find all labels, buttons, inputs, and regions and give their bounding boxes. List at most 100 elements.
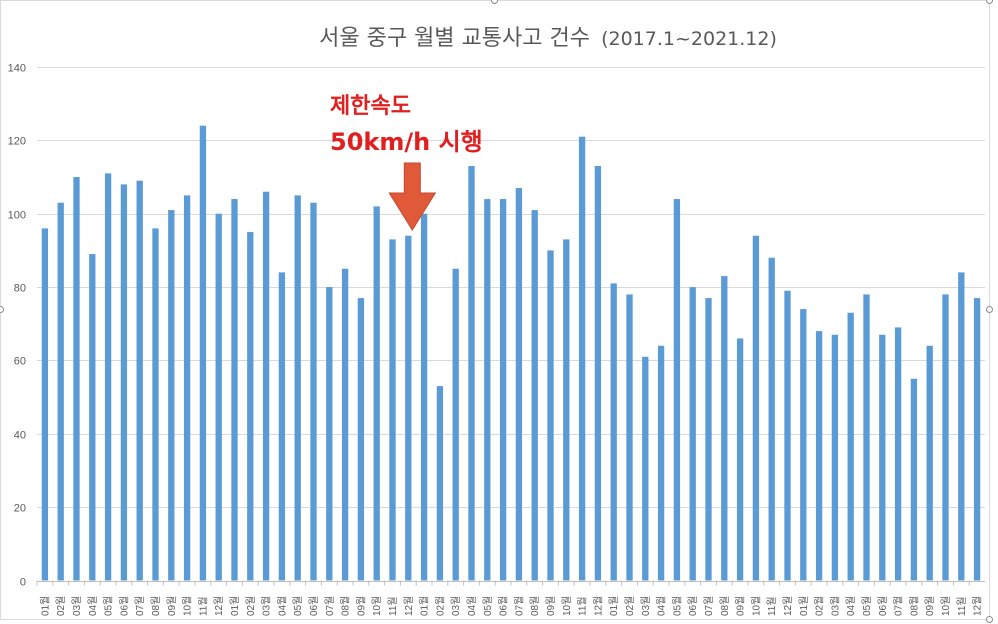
y-tick-label: 40 bbox=[14, 430, 26, 442]
x-tick-label: 05월 bbox=[482, 596, 494, 616]
x-tick-label: 07월 bbox=[893, 596, 905, 616]
x-tick-label: 09월 bbox=[924, 596, 936, 616]
x-tick-label: 08월 bbox=[340, 596, 352, 616]
x-tick-label: 02월 bbox=[55, 596, 67, 616]
bar[interactable] bbox=[152, 228, 159, 581]
bar[interactable] bbox=[942, 294, 949, 581]
bar[interactable] bbox=[752, 235, 760, 581]
resize-handle-left[interactable] bbox=[0, 306, 4, 313]
x-tick-label: 02월 bbox=[814, 596, 826, 616]
bar[interactable] bbox=[815, 331, 823, 581]
x-tick-label: 06월 bbox=[498, 596, 510, 616]
bar[interactable] bbox=[879, 334, 886, 581]
bar[interactable] bbox=[484, 199, 491, 581]
bar[interactable] bbox=[705, 298, 712, 581]
bar[interactable] bbox=[278, 272, 286, 581]
resize-handle-bottom-right[interactable] bbox=[986, 616, 993, 623]
x-tick-label: 02월 bbox=[434, 596, 446, 616]
x-tick-label: 01월 bbox=[608, 596, 620, 616]
x-tick-label: 09월 bbox=[545, 596, 557, 616]
bar[interactable] bbox=[910, 378, 918, 581]
speed-limit-annotation: 제한속도 50km/h 시행 bbox=[330, 94, 483, 231]
bar[interactable] bbox=[784, 290, 791, 581]
bar[interactable] bbox=[120, 184, 128, 581]
bar[interactable] bbox=[531, 210, 538, 581]
bar[interactable] bbox=[89, 254, 96, 581]
bar[interactable] bbox=[673, 199, 681, 581]
bar[interactable] bbox=[863, 294, 870, 581]
x-tick-label: 01월 bbox=[39, 596, 51, 616]
bar[interactable] bbox=[468, 166, 475, 581]
bar[interactable] bbox=[736, 338, 744, 581]
x-tick-label: 07월 bbox=[134, 596, 146, 616]
bar[interactable] bbox=[563, 239, 570, 581]
x-tick-label: 03월 bbox=[71, 596, 83, 616]
bar[interactable] bbox=[515, 188, 523, 581]
x-tick-label: 12월 bbox=[592, 596, 604, 616]
x-tick-label: 03월 bbox=[450, 596, 462, 616]
bar[interactable] bbox=[73, 177, 80, 581]
bar[interactable] bbox=[389, 239, 396, 581]
x-tick-label: 07월 bbox=[703, 596, 715, 616]
y-tick-label: 60 bbox=[14, 356, 26, 368]
x-tick-label: 11월 bbox=[197, 596, 209, 616]
x-tick-label: 10월 bbox=[940, 596, 952, 616]
resize-handle-top-right[interactable] bbox=[986, 0, 993, 4]
bar[interactable] bbox=[41, 228, 49, 581]
x-tick-label: 12월 bbox=[782, 596, 794, 616]
bar[interactable] bbox=[104, 173, 112, 581]
bar[interactable] bbox=[594, 166, 602, 581]
bar[interactable] bbox=[847, 312, 854, 581]
bar[interactable] bbox=[168, 210, 175, 581]
bar[interactable] bbox=[405, 235, 412, 581]
bar[interactable] bbox=[499, 199, 507, 581]
resize-handle-right[interactable] bbox=[986, 306, 993, 313]
bar[interactable] bbox=[547, 250, 554, 581]
x-tick-label: 09월 bbox=[355, 596, 367, 616]
x-tick-label: 07월 bbox=[513, 596, 525, 616]
bar[interactable] bbox=[610, 283, 617, 581]
bar[interactable] bbox=[310, 202, 317, 581]
x-tick-label: 04월 bbox=[87, 596, 99, 616]
bar[interactable] bbox=[973, 298, 981, 581]
x-tick-label: 01월 bbox=[229, 596, 241, 616]
x-tick-label: 02월 bbox=[624, 596, 636, 616]
x-tick-label: 04월 bbox=[276, 596, 288, 616]
x-tick-label: 04월 bbox=[466, 596, 478, 616]
x-axis: 01월 02월 03월 04월 05월 06월 07월 08월 09월 10월 11월 12월 01월 0… bbox=[36, 580, 984, 616]
bar[interactable] bbox=[57, 202, 64, 581]
bar[interactable] bbox=[294, 195, 301, 581]
bar[interactable] bbox=[926, 345, 933, 581]
x-tick-label: 10월 bbox=[750, 596, 762, 616]
bar[interactable] bbox=[894, 327, 902, 581]
bar[interactable] bbox=[626, 294, 633, 581]
bar[interactable] bbox=[136, 180, 143, 581]
x-tick-label: 06월 bbox=[308, 596, 320, 616]
bar[interactable] bbox=[215, 213, 222, 581]
bar[interactable] bbox=[721, 276, 728, 581]
y-tick-label: 140 bbox=[8, 63, 26, 75]
bar[interactable] bbox=[657, 345, 665, 581]
bar[interactable] bbox=[768, 257, 775, 581]
bar[interactable] bbox=[958, 272, 965, 581]
bar[interactable] bbox=[578, 136, 586, 581]
bar[interactable] bbox=[199, 125, 207, 581]
bar[interactable] bbox=[341, 268, 349, 581]
x-tick-label: 12월 bbox=[213, 596, 225, 616]
bar[interactable] bbox=[262, 191, 270, 581]
bar[interactable] bbox=[689, 287, 696, 581]
bar[interactable] bbox=[326, 287, 333, 581]
bar[interactable] bbox=[831, 334, 839, 581]
resize-handle-top[interactable] bbox=[491, 0, 498, 4]
bar[interactable] bbox=[247, 232, 254, 581]
bar[interactable] bbox=[800, 309, 807, 581]
bar[interactable] bbox=[642, 356, 649, 581]
bar[interactable] bbox=[357, 298, 365, 581]
bar[interactable] bbox=[231, 199, 238, 581]
bar[interactable] bbox=[420, 213, 428, 581]
bar[interactable] bbox=[183, 195, 191, 581]
bar[interactable] bbox=[452, 268, 459, 581]
bar[interactable] bbox=[436, 386, 444, 581]
bar[interactable] bbox=[373, 206, 380, 581]
